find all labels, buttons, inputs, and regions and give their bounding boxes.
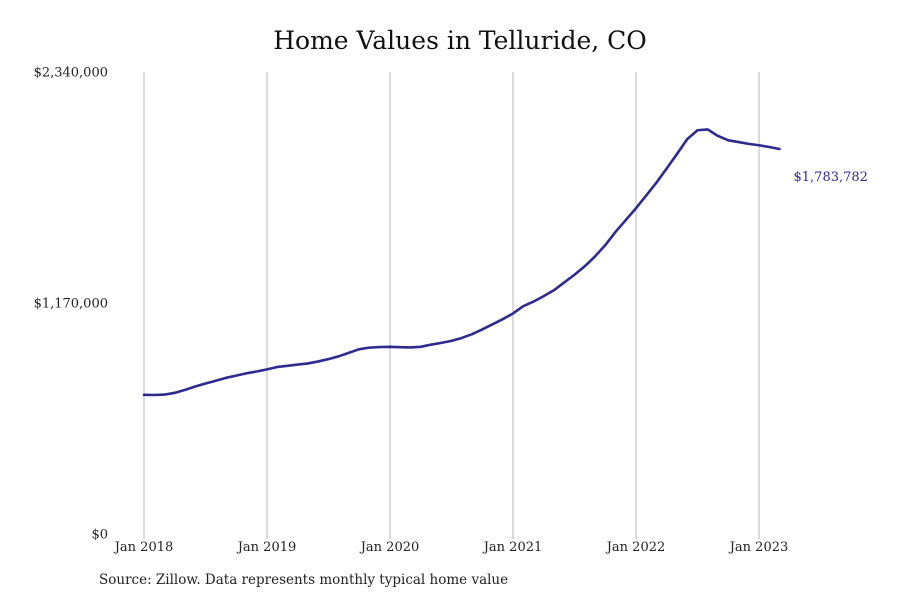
data-point — [389, 346, 391, 348]
data-point — [245, 372, 247, 374]
data-point — [666, 167, 668, 169]
data-point — [481, 328, 483, 330]
x-tick-label: Jan 2019 — [236, 540, 297, 555]
data-point — [717, 135, 719, 137]
data-point — [338, 355, 340, 357]
data-point — [696, 129, 698, 131]
data-point — [768, 146, 770, 148]
data-point — [440, 342, 442, 344]
data-point — [584, 265, 586, 267]
data-point — [379, 346, 381, 348]
data-point — [327, 358, 329, 360]
source-note: Source: Zillow. Data represents monthly … — [99, 572, 509, 588]
data-point — [532, 300, 534, 302]
data-point — [215, 380, 217, 382]
end-value-label: $1,783,782 — [794, 170, 868, 185]
data-point — [399, 346, 401, 348]
data-point — [543, 295, 545, 297]
data-point — [368, 346, 370, 348]
data-point — [635, 207, 637, 209]
data-point — [778, 148, 780, 150]
data-point — [307, 362, 309, 364]
data-point — [194, 385, 196, 387]
x-tick-label: Jan 2018 — [113, 540, 174, 555]
data-point — [645, 194, 647, 196]
y-tick-label: $1,170,000 — [34, 297, 108, 312]
series-line — [142, 128, 781, 397]
data-point — [235, 374, 237, 376]
data-point — [512, 312, 514, 314]
data-point — [461, 337, 463, 339]
x-tick-label: Jan 2022 — [605, 540, 666, 555]
data-point — [204, 382, 206, 384]
data-point — [522, 305, 524, 307]
data-point — [676, 153, 678, 155]
data-point — [420, 346, 422, 348]
data-point — [491, 323, 493, 325]
x-tick-label: Jan 2020 — [359, 540, 420, 555]
data-point — [174, 392, 176, 394]
data-point — [614, 231, 616, 233]
data-point — [297, 363, 299, 365]
data-point — [143, 394, 145, 396]
data-point — [256, 370, 258, 372]
data-point — [758, 144, 760, 146]
data-point — [163, 393, 165, 395]
data-point — [707, 128, 709, 130]
data-point — [655, 181, 657, 183]
data-point — [184, 389, 186, 391]
data-point — [573, 274, 575, 276]
x-tick-label: Jan 2023 — [728, 540, 789, 555]
data-point — [737, 141, 739, 143]
x-tick-label: Jan 2021 — [482, 540, 543, 555]
data-point — [502, 318, 504, 320]
data-point — [553, 289, 555, 291]
data-point — [430, 343, 432, 345]
data-point — [594, 255, 596, 257]
data-point — [604, 244, 606, 246]
data-point — [225, 377, 227, 379]
data-point — [471, 333, 473, 335]
data-point — [748, 143, 750, 145]
data-point — [625, 219, 627, 221]
data-point — [409, 346, 411, 348]
y-tick-label: $0 — [91, 528, 108, 543]
data-point — [286, 365, 288, 367]
data-point — [358, 348, 360, 350]
data-point — [276, 366, 278, 368]
data-point — [727, 139, 729, 141]
chart-title: Home Values in Telluride, CO — [273, 26, 647, 55]
data-point — [686, 138, 688, 140]
data-point — [317, 360, 319, 362]
data-point — [450, 340, 452, 342]
data-point — [563, 281, 565, 283]
data-point — [153, 394, 155, 396]
data-point — [348, 352, 350, 354]
y-tick-label: $2,340,000 — [34, 66, 108, 81]
data-point — [266, 368, 268, 370]
